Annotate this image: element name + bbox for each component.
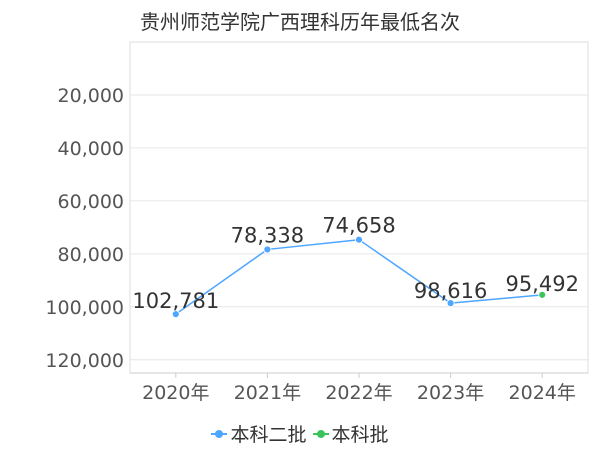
data-point-series-1 (355, 235, 363, 244)
legend-label-series-1: 本科二批 (230, 424, 307, 446)
y-tick-label: 120,000 (45, 350, 124, 372)
data-label: 98,616 (414, 279, 487, 303)
x-tick-label: 2021年 (234, 382, 301, 404)
y-tick-label: 100,000 (45, 297, 124, 319)
y-tick-label: 80,000 (58, 244, 124, 266)
data-label: 74,658 (322, 214, 395, 238)
x-tick-label: 2020年 (142, 382, 209, 404)
x-tick-label: 2022年 (325, 382, 392, 404)
legend-marker-series-1 (211, 429, 228, 439)
data-label: 78,338 (231, 223, 304, 247)
legend-label-series-2: 本科批 (331, 424, 389, 446)
y-tick-label: 20,000 (58, 85, 124, 107)
plot-border (129, 41, 589, 374)
data-point-series-1 (263, 245, 272, 254)
series-line-segment (267, 238, 360, 251)
series-line-segment (358, 239, 452, 304)
series-line-segment (450, 294, 543, 304)
data-label: 102,781 (132, 289, 219, 313)
series-line-segment (175, 248, 268, 315)
x-tick-label: 2023年 (417, 382, 484, 404)
plot-area: 20,000 40,000 60,000 80,000 100,000 120,000 20… (45, 41, 589, 404)
legend-item-series-1[interactable]: 本科二批 (211, 420, 307, 447)
data-point-series-1 (171, 310, 180, 319)
legend-marker-series-2 (312, 429, 329, 439)
x-tick-label: 2024年 (509, 382, 576, 404)
data-point-series-1 (446, 299, 455, 308)
data-point-series-2 (538, 290, 547, 299)
legend-item-series-2[interactable]: 本科批 (312, 420, 389, 447)
legend: 本科二批 本科批 (0, 420, 600, 447)
data-label: 95,492 (505, 272, 578, 296)
y-tick-label: 60,000 (58, 191, 124, 213)
chart-title: 贵州师范学院广西理科历年最低名次 (140, 10, 460, 34)
y-tick-label: 40,000 (58, 138, 124, 160)
